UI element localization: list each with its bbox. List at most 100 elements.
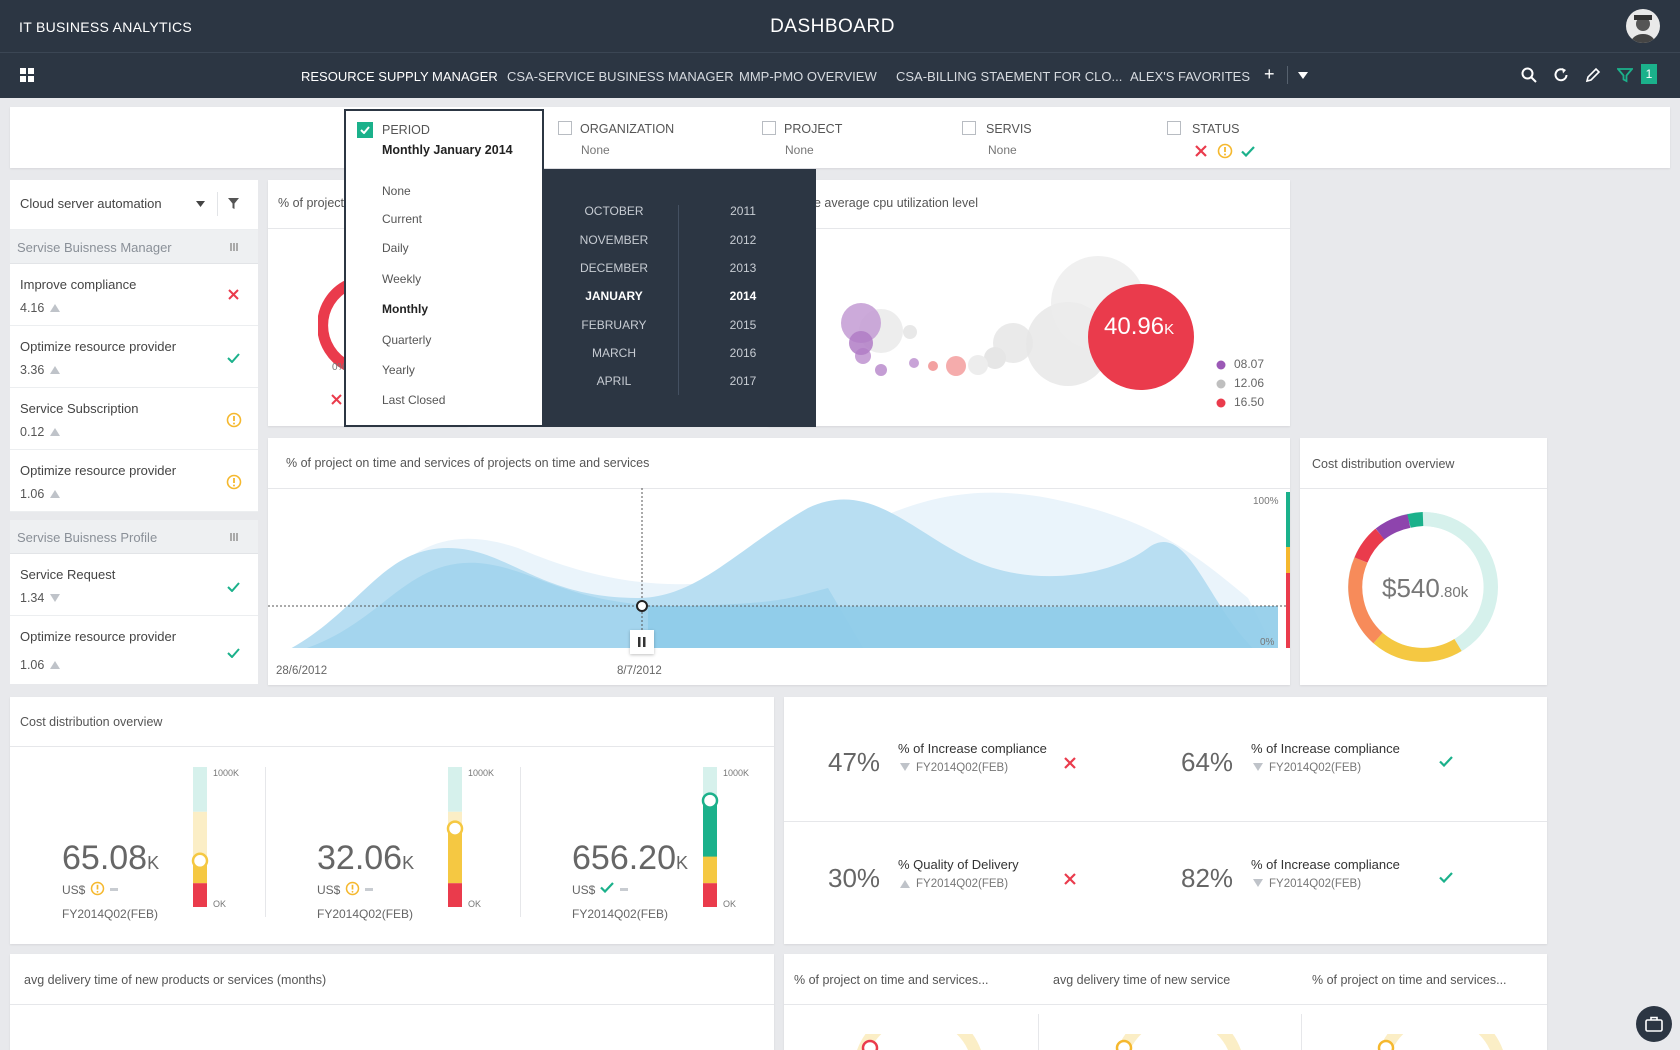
- project-area-card: % of project on time and services of pro…: [268, 438, 1290, 685]
- check-icon: [600, 881, 614, 896]
- bottom-gauge-1: [857, 1034, 981, 1050]
- drag-handle-icon[interactable]: [230, 243, 238, 251]
- check-icon: [360, 126, 370, 134]
- sidebar-list-item[interactable]: Service Subscription 0.12: [10, 388, 258, 450]
- bottom-title-1: % of project on time and services...: [794, 973, 989, 987]
- year-option[interactable]: 2012: [729, 233, 757, 247]
- period-option-quarterly[interactable]: Quarterly: [382, 333, 432, 347]
- project-pct-title: % of project: [278, 196, 345, 210]
- drag-handle-icon[interactable]: [230, 533, 238, 541]
- status-error-icon[interactable]: [1195, 145, 1207, 157]
- sidebar-list-item[interactable]: Service Request 1.34: [10, 554, 258, 616]
- year-option[interactable]: 2017: [729, 374, 757, 388]
- tab-alexs-favorites[interactable]: ALEX'S FAVORITES: [1130, 69, 1251, 84]
- status-warning-icon[interactable]: [1217, 143, 1233, 159]
- gauge-period: FY2014Q02(FEB): [572, 907, 669, 921]
- month-option[interactable]: OCTOBER: [584, 204, 644, 218]
- legend-label: 12.06: [1234, 376, 1265, 390]
- month-option[interactable]: DECEMBER: [579, 261, 648, 275]
- trend-down-icon: [1253, 879, 1263, 887]
- period-option-none[interactable]: None: [382, 184, 411, 198]
- gauge-currency: US$: [317, 883, 341, 897]
- gauge-period: FY2014Q02(FEB): [62, 907, 159, 921]
- period-option-monthly[interactable]: Monthly: [382, 302, 428, 316]
- apps-grid-icon[interactable]: [20, 68, 34, 82]
- sidebar-list-item[interactable]: Optimize resource provider 1.06: [10, 616, 258, 684]
- year-option[interactable]: 2015: [729, 318, 757, 332]
- briefcase-button[interactable]: [1636, 1006, 1672, 1042]
- period-option-daily[interactable]: Daily: [382, 241, 409, 255]
- kpi-item: 47% % of Increase compliance FY2014Q02(F…: [828, 741, 1168, 807]
- status-label: STATUS: [1192, 122, 1240, 136]
- status-ok-icon[interactable]: [1241, 146, 1255, 157]
- period-option-current[interactable]: Current: [382, 212, 423, 226]
- error-x-icon: [1064, 873, 1076, 888]
- cpu-chart-title: e average cpu utilization level: [814, 196, 978, 210]
- period-option-yearly[interactable]: Yearly: [382, 363, 415, 377]
- sidebar-dropdown[interactable]: Cloud server automation: [10, 180, 258, 230]
- year-option-selected[interactable]: 2014: [729, 289, 757, 303]
- dash-icon: [365, 888, 373, 891]
- kpi-percent: 82%: [1181, 863, 1234, 893]
- check-icon: [227, 353, 240, 363]
- organization-checkbox[interactable]: [558, 121, 572, 135]
- month-option[interactable]: MARCH: [592, 346, 636, 360]
- sidebar-dropdown-label: Cloud server automation: [20, 196, 162, 211]
- period-checkbox[interactable]: [357, 122, 373, 138]
- bottom-gauge-2: [1115, 1034, 1241, 1050]
- tab-mmp-pmo-overview[interactable]: MMP-PMO OVERVIEW: [739, 69, 877, 84]
- servis-checkbox[interactable]: [962, 121, 976, 135]
- trend-up-icon: [50, 428, 60, 436]
- year-option[interactable]: 2011: [730, 204, 756, 218]
- user-avatar[interactable]: [1626, 9, 1660, 43]
- cost-donut-value: $540.80k: [1382, 573, 1469, 603]
- search-icon[interactable]: [1521, 67, 1537, 83]
- refresh-icon[interactable]: [1553, 67, 1569, 83]
- warning-icon: [226, 474, 242, 490]
- filter-icon[interactable]: [1617, 67, 1633, 83]
- year-option[interactable]: 2016: [729, 346, 757, 360]
- period-option-weekly[interactable]: Weekly: [382, 272, 422, 286]
- tab-csa-service-business-manager[interactable]: CSA-SERVICE BUSINESS MANAGER: [507, 69, 734, 84]
- check-icon: [227, 582, 240, 592]
- edit-pencil-icon[interactable]: [1585, 67, 1601, 83]
- filter-icon[interactable]: [227, 197, 240, 210]
- tab-resource-supply-manager[interactable]: RESOURCE SUPPLY MANAGER: [301, 69, 498, 84]
- year-option[interactable]: 2013: [729, 261, 757, 275]
- servis-value[interactable]: None: [988, 143, 1017, 157]
- sidebar-list-item[interactable]: Optimize resource provider 1.06: [10, 450, 258, 512]
- bottom-title-3: % of project on time and services...: [1312, 973, 1507, 987]
- error-x-icon: [1064, 757, 1076, 772]
- trend-up-icon: [50, 490, 60, 498]
- period-option-last-closed[interactable]: Last Closed: [382, 393, 446, 407]
- legend-swatch-red: [1216, 398, 1226, 408]
- month-option[interactable]: FEBRUARY: [581, 318, 647, 332]
- trend-up-icon: [50, 304, 60, 312]
- month-option[interactable]: APRIL: [596, 374, 632, 388]
- period-value[interactable]: Monthly January 2014: [382, 143, 513, 157]
- error-x-icon: [331, 394, 342, 405]
- chevron-down-icon[interactable]: [1298, 72, 1308, 79]
- project-checkbox[interactable]: [762, 121, 776, 135]
- pause-button[interactable]: [630, 630, 654, 654]
- bottom-gauges-card: % of project on time and services... avg…: [784, 954, 1547, 1050]
- kpi-percent: 30%: [828, 863, 881, 893]
- organization-value[interactable]: None: [581, 143, 610, 157]
- gauge-bar: [446, 767, 464, 907]
- add-tab-button[interactable]: +: [1264, 64, 1275, 84]
- sidebar-list-item[interactable]: Improve compliance 4.16: [10, 264, 258, 326]
- kpi-item: 30% % Quality of Delivery FY2014Q02(FEB): [828, 857, 1168, 923]
- error-x-icon: [228, 289, 239, 300]
- month-option-selected[interactable]: JANUARY: [585, 289, 643, 303]
- page-title: DASHBOARD: [770, 16, 895, 37]
- trend-down-icon: [1253, 763, 1263, 771]
- cost-gauges-title: Cost distribution overview: [20, 715, 163, 729]
- month-option[interactable]: NOVEMBER: [579, 233, 649, 247]
- status-checkbox[interactable]: [1167, 121, 1181, 135]
- check-icon: [1439, 755, 1453, 770]
- delivery-title: avg delivery time of new products or ser…: [24, 973, 327, 987]
- sidebar-list-item[interactable]: Optimize resource provider 3.36: [10, 326, 258, 388]
- project-value[interactable]: None: [785, 143, 814, 157]
- cost-gauges-card: Cost distribution overview 65.08K US$ FY…: [10, 697, 774, 944]
- tab-csa-billing[interactable]: CSA-BILLING STAEMENT FOR CLO...: [896, 69, 1123, 84]
